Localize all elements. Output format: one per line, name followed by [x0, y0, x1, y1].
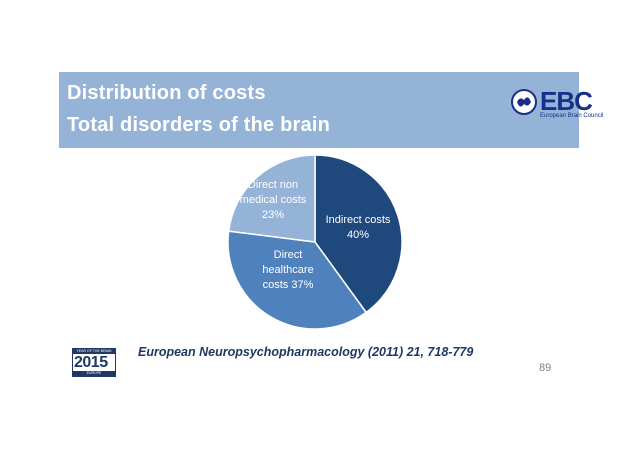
slice-label-line: costs 37%	[262, 279, 314, 291]
slide-title-line-2: Total disorders of the brain	[67, 114, 331, 136]
slice-label-line: 40%	[346, 229, 370, 241]
slice-label-line: healthcare	[262, 264, 314, 276]
ebc-logo-text: EBC	[540, 86, 593, 116]
slice-label-line: medical costs	[239, 194, 307, 206]
pie-slice-direct-non-medical-costs	[227, 154, 316, 243]
ebc-brain-icon	[511, 89, 537, 115]
title-band: Distribution of costs Total disorders of…	[59, 72, 603, 148]
slice-label-direct-healthcare-costs: Direct healthcare costs 37%	[248, 248, 328, 293]
pie-slice-indirect-costs	[314, 154, 403, 314]
slice-label-line: Indirect costs	[325, 214, 391, 226]
slice-label-line: Direct non	[247, 179, 299, 191]
citation: European Neuropsychopharmacology (2011) …	[138, 345, 474, 359]
ebc-logo-subtitle: European Brain Council	[540, 113, 604, 119]
badge-top-text: YEAR OF THE BRAIN	[73, 349, 115, 354]
pie-slice-direct-healthcare-costs	[227, 230, 368, 330]
badge-year: 2015	[74, 354, 108, 371]
slide-title-line-1: Distribution of costs	[67, 82, 266, 104]
page-number: 89	[539, 362, 552, 374]
ebc-logo: EBC European Brain Council	[510, 84, 620, 124]
slice-label-line: Direct	[273, 249, 303, 261]
year-of-the-brain-badge: YEAR OF THE BRAIN 2015 EUROPE	[72, 348, 116, 377]
slice-label-indirect-costs: Indirect costs 40%	[313, 213, 403, 243]
slice-label-direct-non-medical-costs: Direct non medical costs 23%	[230, 178, 316, 223]
slice-label-line: 23%	[261, 209, 285, 221]
badge-bottom-text: EUROPE	[73, 371, 115, 376]
